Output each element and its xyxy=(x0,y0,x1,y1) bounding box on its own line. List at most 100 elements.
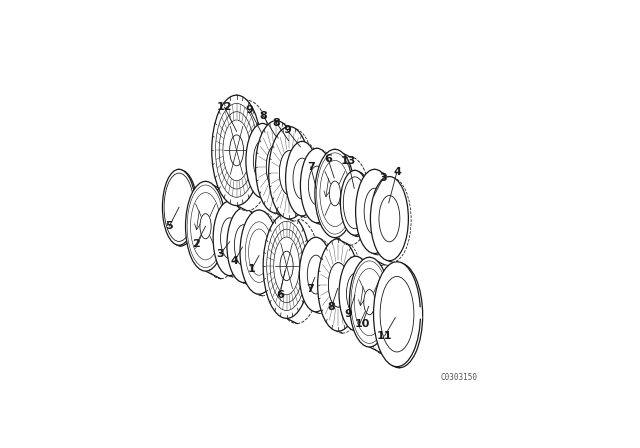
Ellipse shape xyxy=(356,169,394,254)
Ellipse shape xyxy=(230,135,244,166)
Ellipse shape xyxy=(164,173,194,241)
Ellipse shape xyxy=(379,195,400,242)
Ellipse shape xyxy=(307,255,324,294)
Ellipse shape xyxy=(164,170,197,246)
Text: 9: 9 xyxy=(284,125,291,135)
Ellipse shape xyxy=(376,263,422,368)
Ellipse shape xyxy=(340,170,369,235)
Ellipse shape xyxy=(320,160,350,227)
Ellipse shape xyxy=(266,145,286,189)
Ellipse shape xyxy=(240,210,278,294)
Ellipse shape xyxy=(280,151,300,195)
Ellipse shape xyxy=(201,189,241,279)
Ellipse shape xyxy=(163,169,196,245)
Ellipse shape xyxy=(249,125,282,199)
Ellipse shape xyxy=(267,221,307,310)
Text: 3: 3 xyxy=(216,249,224,259)
Ellipse shape xyxy=(339,256,372,331)
Text: 7: 7 xyxy=(307,162,315,172)
Text: 6: 6 xyxy=(276,290,284,300)
Ellipse shape xyxy=(260,123,301,215)
Text: 7: 7 xyxy=(306,284,314,294)
Ellipse shape xyxy=(328,263,348,307)
Ellipse shape xyxy=(234,225,253,266)
Text: 4: 4 xyxy=(231,256,239,266)
Ellipse shape xyxy=(308,166,326,205)
Ellipse shape xyxy=(358,171,396,255)
Ellipse shape xyxy=(371,177,408,261)
Ellipse shape xyxy=(342,172,372,236)
Ellipse shape xyxy=(317,153,353,234)
Ellipse shape xyxy=(365,265,404,354)
Ellipse shape xyxy=(373,178,411,262)
Text: 10: 10 xyxy=(355,319,370,328)
Ellipse shape xyxy=(330,181,340,206)
Text: 8: 8 xyxy=(259,111,267,121)
Ellipse shape xyxy=(263,214,310,319)
Ellipse shape xyxy=(293,158,311,199)
Ellipse shape xyxy=(343,177,367,229)
Ellipse shape xyxy=(300,237,333,312)
Ellipse shape xyxy=(269,126,310,219)
Text: 8: 8 xyxy=(328,302,335,312)
Ellipse shape xyxy=(303,239,336,314)
Ellipse shape xyxy=(330,157,370,245)
Ellipse shape xyxy=(243,212,282,296)
Ellipse shape xyxy=(351,261,388,343)
Ellipse shape xyxy=(280,151,300,195)
Ellipse shape xyxy=(380,276,414,352)
Ellipse shape xyxy=(355,268,385,336)
Ellipse shape xyxy=(322,241,363,333)
Ellipse shape xyxy=(221,218,239,259)
Ellipse shape xyxy=(250,231,269,273)
Text: 3: 3 xyxy=(380,173,387,183)
Ellipse shape xyxy=(317,239,359,331)
Ellipse shape xyxy=(253,140,271,181)
Ellipse shape xyxy=(304,150,337,224)
Text: 4: 4 xyxy=(393,167,401,177)
Ellipse shape xyxy=(270,229,303,302)
Ellipse shape xyxy=(255,121,297,213)
Ellipse shape xyxy=(273,219,321,323)
Text: 11: 11 xyxy=(377,331,392,341)
Ellipse shape xyxy=(219,112,254,189)
Text: 9: 9 xyxy=(245,105,253,115)
Text: 5: 5 xyxy=(166,221,173,231)
Ellipse shape xyxy=(280,251,293,280)
Ellipse shape xyxy=(289,143,321,217)
Ellipse shape xyxy=(230,209,263,284)
Text: 6: 6 xyxy=(324,154,332,164)
Ellipse shape xyxy=(248,229,269,275)
Text: 13: 13 xyxy=(340,156,356,166)
Ellipse shape xyxy=(245,222,273,282)
Ellipse shape xyxy=(266,145,286,189)
Ellipse shape xyxy=(374,262,420,366)
Ellipse shape xyxy=(216,202,249,277)
Ellipse shape xyxy=(328,263,348,307)
Text: 12: 12 xyxy=(217,102,232,112)
Ellipse shape xyxy=(274,237,300,295)
Ellipse shape xyxy=(246,124,279,198)
Ellipse shape xyxy=(342,258,375,332)
Ellipse shape xyxy=(187,185,224,267)
Ellipse shape xyxy=(227,208,260,283)
Ellipse shape xyxy=(212,95,261,206)
Ellipse shape xyxy=(213,201,246,276)
Ellipse shape xyxy=(364,188,385,235)
Ellipse shape xyxy=(222,100,272,211)
Text: C0303150: C0303150 xyxy=(440,373,477,382)
Ellipse shape xyxy=(285,142,319,216)
Ellipse shape xyxy=(273,129,314,221)
Ellipse shape xyxy=(186,181,225,271)
Ellipse shape xyxy=(300,148,333,223)
Ellipse shape xyxy=(364,289,375,314)
Text: 9: 9 xyxy=(345,309,353,319)
Ellipse shape xyxy=(200,214,211,239)
Text: 8: 8 xyxy=(273,118,280,128)
Ellipse shape xyxy=(191,193,221,260)
Text: 2: 2 xyxy=(193,239,200,249)
Ellipse shape xyxy=(349,257,389,347)
Ellipse shape xyxy=(346,273,365,314)
Ellipse shape xyxy=(216,103,258,197)
Ellipse shape xyxy=(223,120,250,181)
